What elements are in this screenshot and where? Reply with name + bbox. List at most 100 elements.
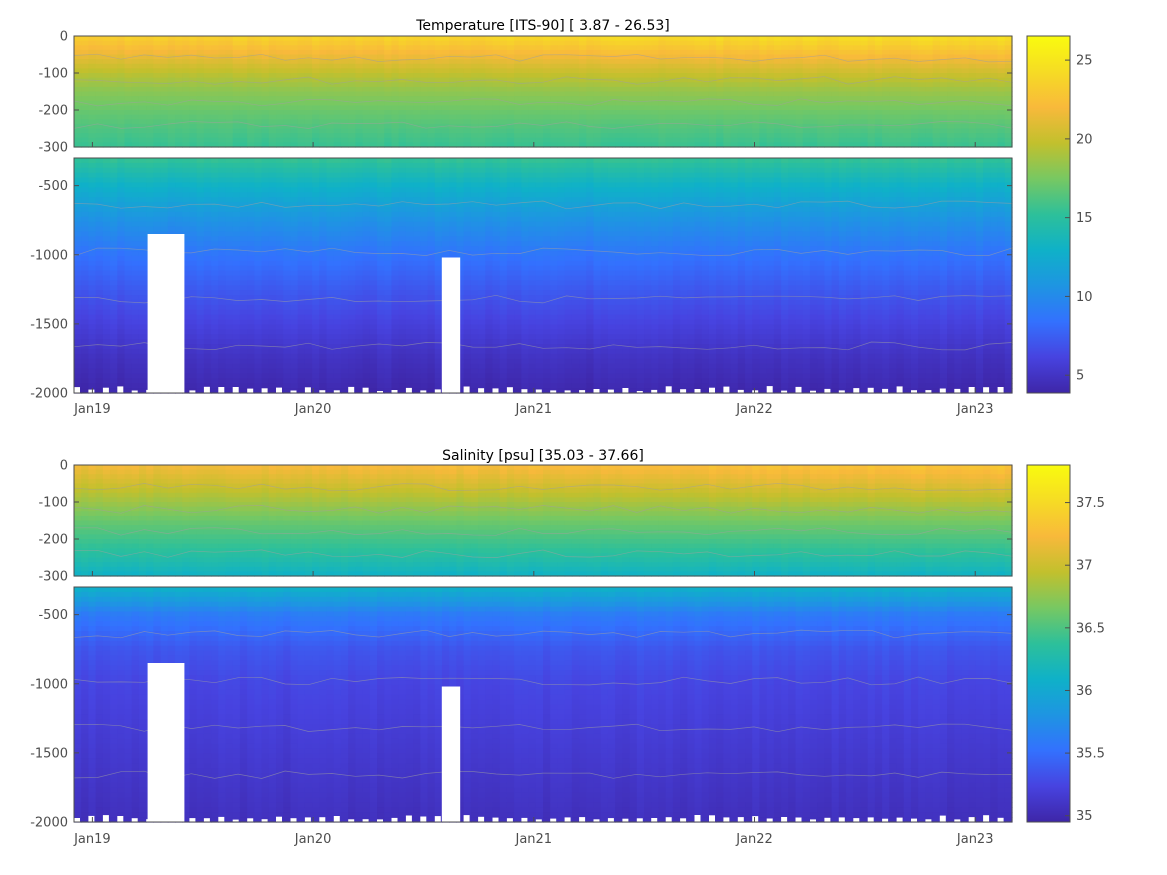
heatmap-cell <box>254 344 262 350</box>
heatmap-cell <box>103 266 111 272</box>
heatmap-cell <box>327 236 335 242</box>
heatmap-cell <box>933 36 941 41</box>
heatmap-cell <box>399 50 407 55</box>
heatmap-cell <box>334 133 342 138</box>
heatmap-cell <box>88 119 96 124</box>
heatmap-cell <box>803 64 811 69</box>
heatmap-cell <box>969 73 977 78</box>
heatmap-cell <box>442 59 450 64</box>
heatmap-cell <box>168 50 176 55</box>
heatmap-cell <box>781 50 789 55</box>
heatmap-cell <box>947 129 955 134</box>
heatmap-cell <box>189 158 197 164</box>
heatmap-cell <box>622 50 630 55</box>
heatmap-cell <box>110 364 118 370</box>
heatmap-cell <box>88 378 96 384</box>
heatmap-cell <box>824 45 832 50</box>
heatmap-cell <box>363 92 371 97</box>
heatmap-cell <box>132 373 140 379</box>
heatmap-cell <box>370 73 378 78</box>
heatmap-cell <box>74 158 82 164</box>
heatmap-cell <box>81 68 89 73</box>
heatmap-cell <box>153 133 161 138</box>
heatmap-cell <box>204 369 212 375</box>
heatmap-cell <box>319 217 327 223</box>
heatmap-cell <box>370 36 378 41</box>
heatmap-cell <box>81 41 89 46</box>
heatmap-cell <box>853 92 861 97</box>
heatmap-cell <box>139 101 147 106</box>
heatmap-cell <box>226 329 234 335</box>
heatmap-cell <box>233 285 241 291</box>
heatmap-cell <box>218 320 226 326</box>
heatmap-cell <box>233 64 241 69</box>
heatmap-cell <box>81 202 89 208</box>
heatmap-cell <box>803 110 811 115</box>
heatmap-cell <box>103 78 111 83</box>
heatmap-cell <box>557 138 565 143</box>
heatmap-cell <box>283 115 291 120</box>
heatmap-cell <box>334 324 342 330</box>
heatmap-cell <box>738 124 746 129</box>
heatmap-cell <box>96 36 104 41</box>
heatmap-cell <box>197 334 205 340</box>
heatmap-cell <box>334 305 342 311</box>
heatmap-cell <box>218 110 226 115</box>
heatmap-cell <box>860 41 868 46</box>
heatmap-cell <box>622 36 630 41</box>
heatmap-cell <box>312 256 320 261</box>
heatmap-cell <box>384 50 392 55</box>
heatmap-cell <box>969 45 977 50</box>
heatmap-cell <box>334 329 342 335</box>
heatmap-cell <box>125 45 133 50</box>
heatmap-cell <box>290 285 298 291</box>
heatmap-cell <box>319 300 327 306</box>
heatmap-cell <box>327 231 335 237</box>
heatmap-cell <box>428 92 436 97</box>
heatmap-cell <box>218 207 226 213</box>
heatmap-cell <box>132 59 140 64</box>
heatmap-cell <box>933 50 941 55</box>
heatmap-cell <box>608 45 616 50</box>
heatmap-cell <box>74 173 82 179</box>
heatmap-cell <box>658 68 666 73</box>
heatmap-cell <box>298 87 306 92</box>
heatmap-cell <box>204 92 212 97</box>
heatmap-cell <box>103 133 111 138</box>
heatmap-cell <box>759 68 767 73</box>
heatmap-cell <box>608 68 616 73</box>
heatmap-cell <box>327 266 335 272</box>
heatmap-cell <box>889 105 897 110</box>
heatmap-cell <box>399 55 407 60</box>
heatmap-cell <box>305 115 313 120</box>
heatmap-cell <box>608 133 616 138</box>
heatmap-cell <box>81 290 89 296</box>
heatmap-cell <box>456 119 464 124</box>
heatmap-cell <box>233 138 241 143</box>
heatmap-cell <box>81 87 89 92</box>
heatmap-cell <box>521 92 529 97</box>
heatmap-cell <box>211 320 219 326</box>
heatmap-cell <box>565 50 573 55</box>
heatmap-cell <box>940 45 948 50</box>
heatmap-cell <box>601 68 609 73</box>
heatmap-cell <box>961 110 969 115</box>
heatmap-cell <box>377 50 385 55</box>
heatmap-cell <box>348 178 356 184</box>
heatmap-cell <box>622 110 630 115</box>
heatmap-cell <box>666 64 674 69</box>
heatmap-cell <box>507 36 515 41</box>
heatmap-cell <box>334 383 342 389</box>
heatmap-cell <box>139 261 147 267</box>
heatmap-cell <box>211 290 219 296</box>
heatmap-cell <box>579 133 587 138</box>
heatmap-cell <box>103 251 111 257</box>
heatmap-cell <box>673 124 681 129</box>
heatmap-cell <box>1005 115 1013 120</box>
heatmap-cell <box>824 101 832 106</box>
heatmap-cell <box>233 251 241 257</box>
heatmap-cell <box>413 133 421 138</box>
heatmap-cell <box>969 92 977 97</box>
heatmap-cell <box>615 105 623 110</box>
heatmap-cell <box>471 105 479 110</box>
